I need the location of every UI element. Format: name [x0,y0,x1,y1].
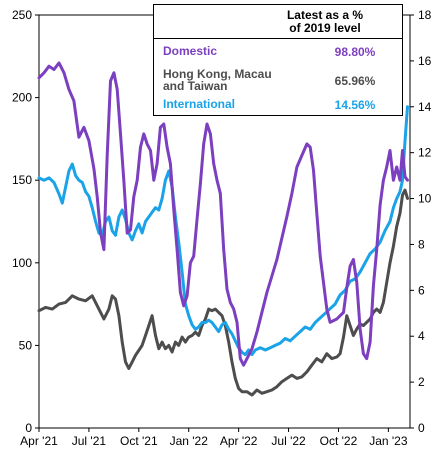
legend-header: Latest as a % of 2019 level [286,8,364,35]
x-tick-label: Jan '22 [170,434,209,448]
x-tick-label: Apr '22 [220,434,258,448]
legend-label-hk-macau-taiwan: Hong Kong, Macau and Taiwan [163,67,272,93]
x-tick-label: Oct '21 [120,434,158,448]
left-y-tick-label: 100 [12,256,32,270]
left-y-tick-label: 250 [12,8,32,22]
right-y-tick-label: 2 [418,375,425,389]
right-y-tick-label: 16 [418,54,432,68]
left-y-tick-label: 50 [19,338,33,352]
x-tick-label: Jan '23 [369,434,408,448]
series-line-international [37,105,409,357]
chart-series [37,61,409,397]
legend-divider [154,38,402,39]
right-y-tick-label: 8 [418,237,425,251]
legend-value-domestic: 98.80% [334,45,376,59]
left-y-tick-label: 150 [12,173,32,187]
chart-legend: Latest as a % of 2019 level Domestic 98.… [153,4,403,116]
right-y-tick-label: 18 [418,8,432,22]
left-y-tick-label: 0 [25,421,32,435]
legend-value-international: 14.56% [334,98,376,112]
x-tick-label: Jul '21 [72,434,107,448]
x-tick-label: Jul '22 [271,434,306,448]
legend-label-international: International [163,97,236,111]
right-y-tick-label: 14 [418,100,432,114]
right-y-tick-label: 4 [418,329,425,343]
legend-label-domestic: Domestic [163,44,218,58]
series-line-domestic [37,61,409,367]
right-y-tick-label: 0 [418,421,425,435]
x-tick-label: Oct '22 [320,434,358,448]
x-tick-label: Apr '21 [20,434,58,448]
chart-tick-labels: 0 50 100 150 200 250 0 2 4 6 8 10 12 14 16 18 Apr '21 Jul… [12,8,432,448]
legend-value-hk-macau-taiwan: 65.96% [334,74,376,88]
right-y-tick-label: 6 [418,283,425,297]
right-y-tick-label: 10 [418,192,432,206]
right-y-tick-label: 12 [418,146,432,160]
left-y-tick-label: 200 [12,91,32,105]
